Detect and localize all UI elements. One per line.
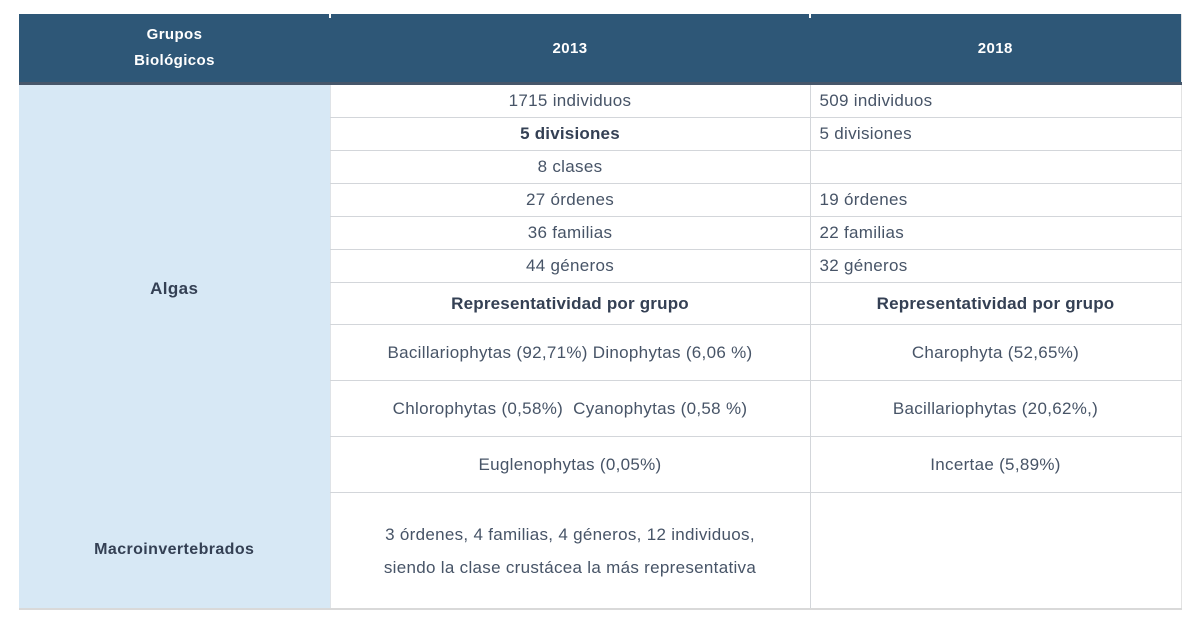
bio-groups-comparison-table: Grupos Biológicos 2013 2018 Algas 1715 i… (19, 14, 1182, 610)
row-individuos: Algas 1715 individuos 509 individuos (19, 83, 1181, 493)
group-cell-algas: Algas (19, 83, 330, 493)
row-clases: 8 clases (19, 150, 1181, 184)
row-representatividad: Representatividad por grupo Representati… (19, 282, 1181, 325)
row-percent-2: Chlorophytas (0,58%) Cyanophytas (0,58 %… (19, 380, 1181, 437)
cell-2018-ordenes: 19 órdenes (809, 183, 1181, 217)
cell-2013-representatividad: Representatividad por grupo (329, 282, 810, 325)
table-header-row: Grupos Biológicos 2013 2018 (19, 14, 1181, 85)
header-grupos-line2: Biológicos (134, 52, 215, 69)
cell-2018-generos: 32 géneros (809, 249, 1181, 283)
row-macroinvertebrados: Macroinvertebrados 3 órdenes, 4 familias… (19, 492, 1181, 609)
row-ordenes: 27 órdenes 19 órdenes (19, 183, 1181, 217)
cell-2018-incertae: Incertae (5,89%) (809, 436, 1181, 493)
header-grupos-biologicos: Grupos Biológicos (19, 14, 330, 85)
bio-groups-table-wrap: Grupos Biológicos 2013 2018 Algas 1715 i… (19, 14, 1182, 610)
cell-2018-individuos: 509 individuos (809, 83, 1181, 118)
cell-2018-divisiones: 5 divisiones (809, 117, 1181, 151)
cell-2018-macro-empty (809, 492, 1181, 609)
cell-2013-familias: 36 familias (329, 216, 810, 250)
header-column-notch (329, 14, 331, 18)
cell-2018-representatividad: Representatividad por grupo (809, 282, 1181, 325)
row-generos: 44 géneros 32 géneros (19, 249, 1181, 283)
group-cell-macroinvertebrados: Macroinvertebrados (19, 492, 330, 609)
cell-2013-generos: 44 géneros (329, 249, 810, 283)
row-percent-3: Euglenophytas (0,05%) Incertae (5,89%) (19, 436, 1181, 493)
header-2013: 2013 (330, 14, 810, 85)
cell-2013-clases: 8 clases (329, 150, 810, 184)
cell-2013-individuos: 1715 individuos (329, 83, 810, 118)
cell-2013-macro-summary: 3 órdenes, 4 familias, 4 géneros, 12 ind… (329, 492, 810, 609)
cell-2018-familias: 22 familias (809, 216, 1181, 250)
cell-2013-bacillario-dino: Bacillariophytas (92,71%) Dinophytas (6,… (329, 324, 810, 381)
cell-2013-chloro-cyano: Chlorophytas (0,58%) Cyanophytas (0,58 %… (329, 380, 810, 437)
cell-2018-bacillariophytas: Bacillariophytas (20,62%,) (809, 380, 1181, 437)
header-column-notch (809, 14, 811, 18)
row-divisiones: 5 divisiones 5 divisiones (19, 117, 1181, 151)
header-2018: 2018 (810, 14, 1181, 85)
row-percent-1: Bacillariophytas (92,71%) Dinophytas (6,… (19, 324, 1181, 381)
row-familias: 36 familias 22 familias (19, 216, 1181, 250)
header-grupos-line1: Grupos (146, 26, 203, 43)
cell-2018-clases (809, 150, 1181, 184)
cell-2013-ordenes: 27 órdenes (329, 183, 810, 217)
cell-2013-divisiones: 5 divisiones (329, 117, 810, 151)
cell-2018-charophyta: Charophyta (52,65%) (809, 324, 1181, 381)
cell-2013-euglenophytas: Euglenophytas (0,05%) (329, 436, 810, 493)
